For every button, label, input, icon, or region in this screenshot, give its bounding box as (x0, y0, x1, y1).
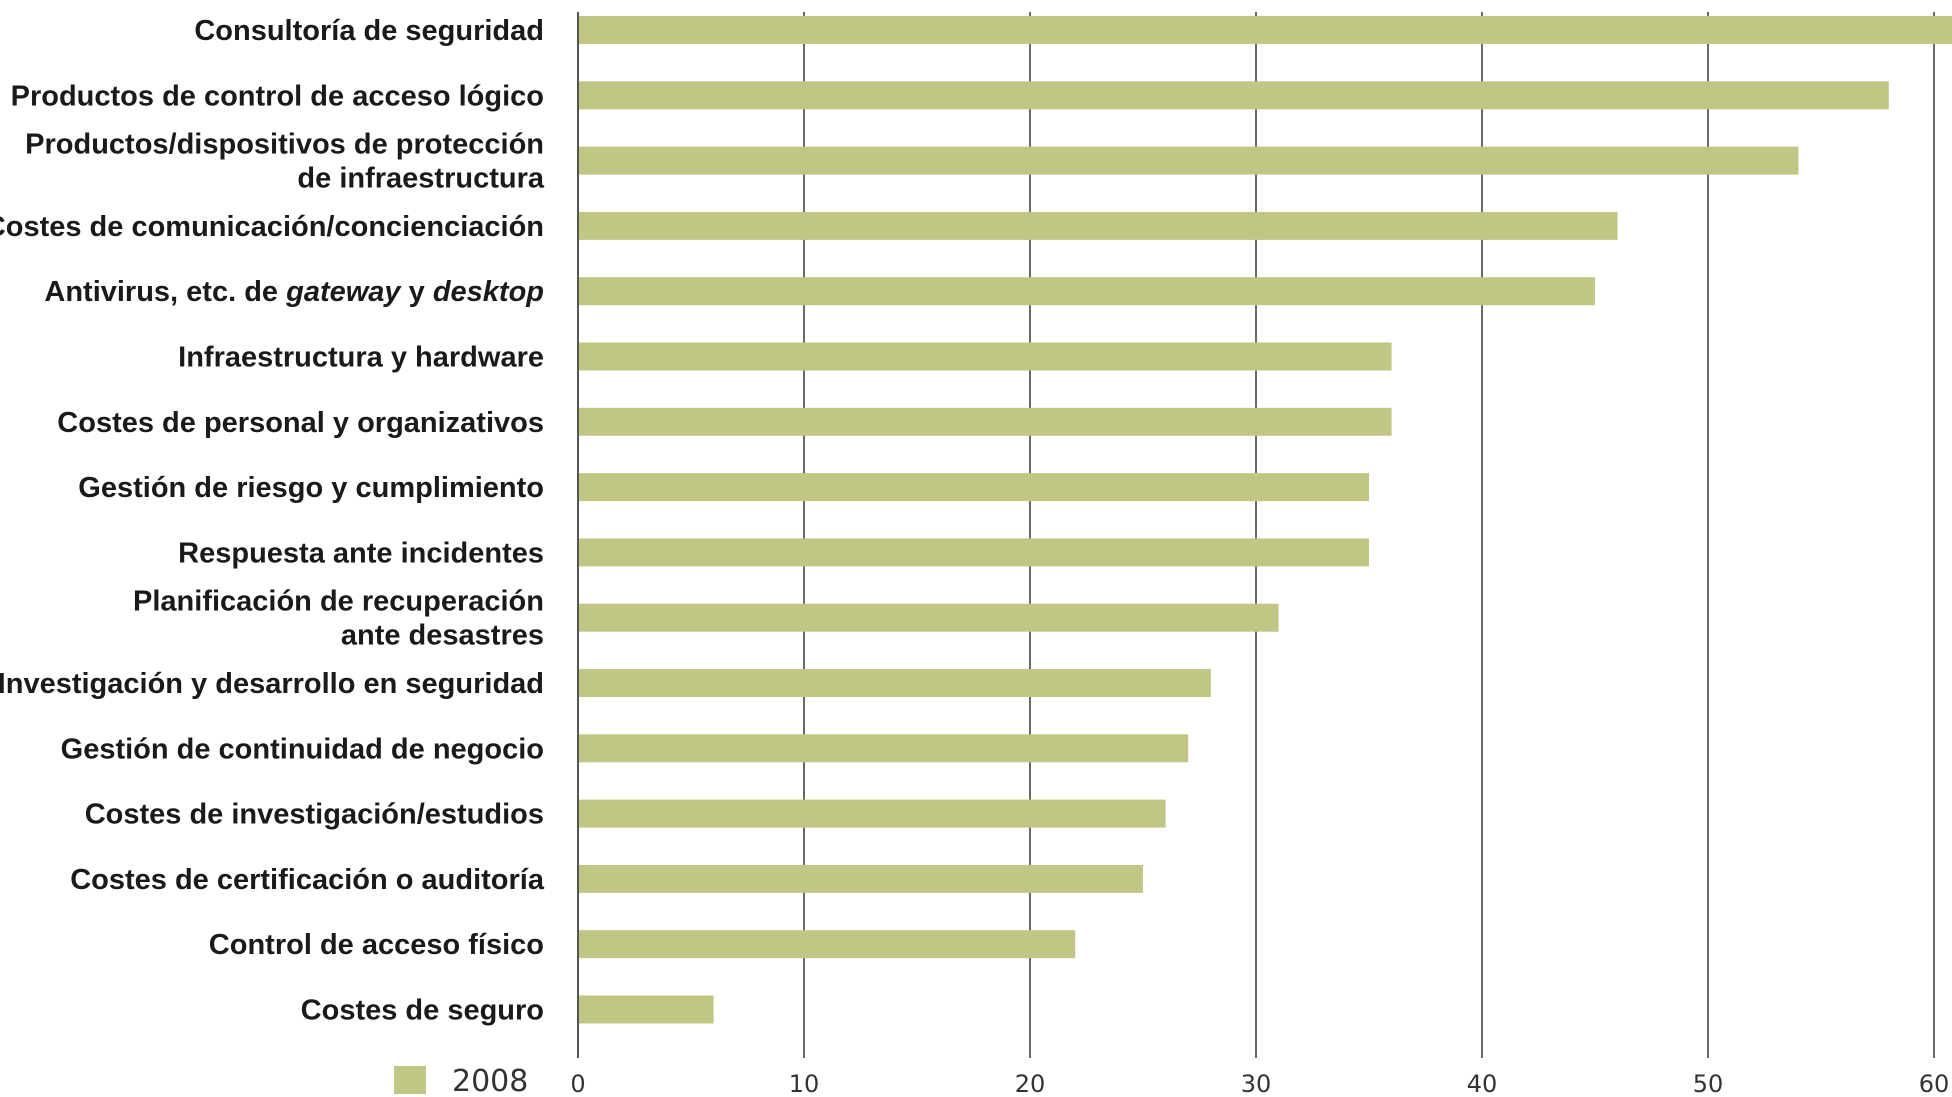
x-tick-label: 40 (1467, 1070, 1498, 1097)
bar (579, 995, 714, 1024)
x-tick-label: 30 (1241, 1070, 1272, 1097)
category-label: Gestión de riesgo y cumplimiento (78, 472, 544, 504)
bar (579, 734, 1189, 763)
category-label: Infraestructura y hardware (178, 342, 544, 374)
legend-label: 2008 (452, 1064, 528, 1097)
category-label: Gestión de continuidad de negocio (61, 733, 544, 765)
x-tick-label: 60 (1919, 1070, 1950, 1097)
legend: 2008 (394, 1064, 528, 1097)
x-tick-label: 0 (570, 1070, 585, 1097)
bars (579, 16, 1952, 1024)
category-label: ante desastres (341, 620, 544, 652)
category-label: Productos/dispositivos de protección (25, 129, 544, 161)
category-label: Antivirus, etc. de gateway y desktop (44, 276, 544, 308)
bar (579, 342, 1392, 371)
category-label: Costes de certificación o auditoría (70, 864, 545, 896)
category-label: Investigación y desarrollo en seguridad (0, 668, 544, 700)
bar (579, 799, 1166, 828)
bar (579, 669, 1211, 697)
category-label: Consultoría de seguridad (194, 15, 544, 47)
category-label: de infraestructura (297, 163, 544, 195)
category-label: Control de acceso físico (209, 929, 544, 961)
category-label: Planificación de recuperación (133, 586, 544, 618)
bar (579, 407, 1392, 436)
category-label: Costes de seguro (301, 995, 544, 1027)
bar (579, 16, 1952, 44)
x-axis-ticks: 0 10 20 30 40 50 60 (570, 1070, 1949, 1097)
bar (579, 538, 1369, 567)
bar (579, 473, 1369, 502)
category-label: Costes de comunicación/concienciación (0, 211, 544, 243)
category-label: Costes de investigación/estudios (85, 799, 544, 831)
category-label: Productos de control de acceso lógico (11, 80, 544, 112)
bar (579, 277, 1595, 306)
bar (579, 930, 1076, 959)
bar (579, 864, 1143, 893)
x-tick-label: 10 (789, 1070, 820, 1097)
bar (579, 81, 1889, 110)
category-label: Respuesta ante incidentes (178, 537, 544, 569)
bar (579, 211, 1618, 240)
x-tick-label: 50 (1693, 1070, 1724, 1097)
category-label: Costes de personal y organizativos (57, 407, 544, 439)
gridlines (577, 12, 1935, 1058)
x-tick-label: 20 (1015, 1070, 1046, 1097)
bar (579, 603, 1279, 632)
bar (579, 146, 1799, 175)
legend-swatch (394, 1066, 426, 1094)
category-labels: Consultoría de seguridad Productos de con… (0, 15, 545, 1027)
